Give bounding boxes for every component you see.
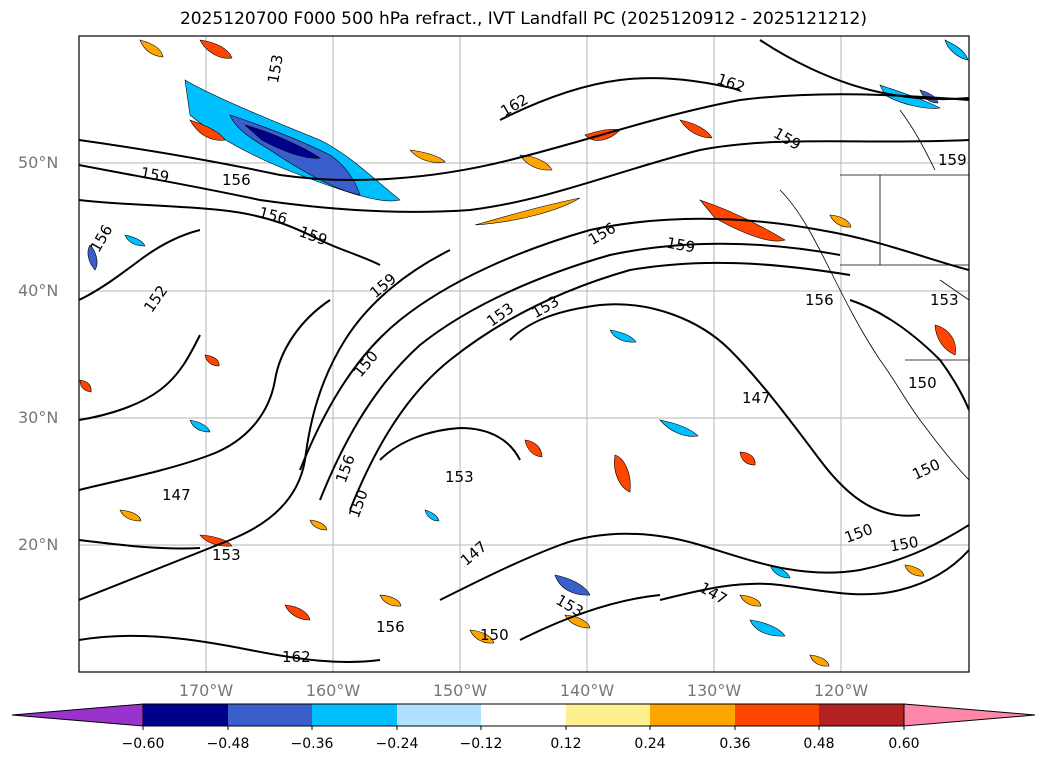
colorbar-tick-label: −0.48: [206, 736, 250, 752]
contour-label: 156: [805, 291, 834, 309]
contour-label: 153: [212, 546, 241, 564]
contour-label: 153: [445, 468, 474, 486]
colorbar-tick-label: −0.60: [121, 736, 165, 752]
colorbar: [11, 703, 1036, 730]
colorbar-tick-label: 0.60: [888, 736, 920, 752]
boundary-lines: [779, 109, 969, 481]
lon-label-170w: 170°W: [178, 681, 234, 700]
contour-label: 153: [930, 291, 959, 309]
map-title: 2025120700 F000 500 hPa refract., IVT La…: [179, 9, 867, 29]
lat-label-50n: 50°N: [18, 153, 59, 172]
contour-lines: [79, 39, 969, 663]
plot-area: 153 162 162 159 159 159 156 156 159 159 …: [79, 36, 969, 672]
contour-label: 150: [908, 374, 937, 392]
lon-label-160w: 160°W: [305, 681, 361, 700]
colorbar-tick-label: −0.24: [375, 736, 419, 752]
lon-label-130w: 130°W: [686, 681, 742, 700]
lon-label-120w: 120°W: [813, 681, 869, 700]
lon-label-140w: 140°W: [559, 681, 615, 700]
lat-label-20n: 20°N: [18, 535, 59, 554]
plot-frame: [78, 35, 970, 673]
contour-label: 147: [162, 486, 191, 504]
colorbar-tick-label: 0.48: [803, 736, 835, 752]
contour-label: 159: [139, 164, 170, 187]
contour-label: 147: [742, 389, 771, 407]
contour-label: 159: [665, 234, 696, 257]
contour-label: 153: [264, 53, 287, 84]
colorbar-tick-label: −0.36: [290, 736, 334, 752]
lon-label-150w: 150°W: [432, 681, 488, 700]
colorbar-tick-label: 0.12: [550, 736, 582, 752]
contour-label: 150: [480, 626, 509, 644]
contour-label: 150: [888, 533, 919, 556]
lat-label-30n: 30°N: [18, 408, 59, 427]
colorbar-tick-label: 0.36: [719, 736, 751, 752]
contour-label: 162: [282, 648, 311, 666]
contour-label: 159: [938, 151, 967, 169]
colorbar-extend-low: [11, 703, 144, 727]
colorbar-tick-label: −0.12: [459, 736, 503, 752]
colorbar-tick-label: 0.24: [634, 736, 666, 752]
contour-label: 156: [222, 171, 251, 189]
contour-label: 156: [376, 618, 405, 636]
lat-label-40n: 40°N: [18, 281, 59, 300]
colorbar-extend-high: [903, 703, 1036, 727]
